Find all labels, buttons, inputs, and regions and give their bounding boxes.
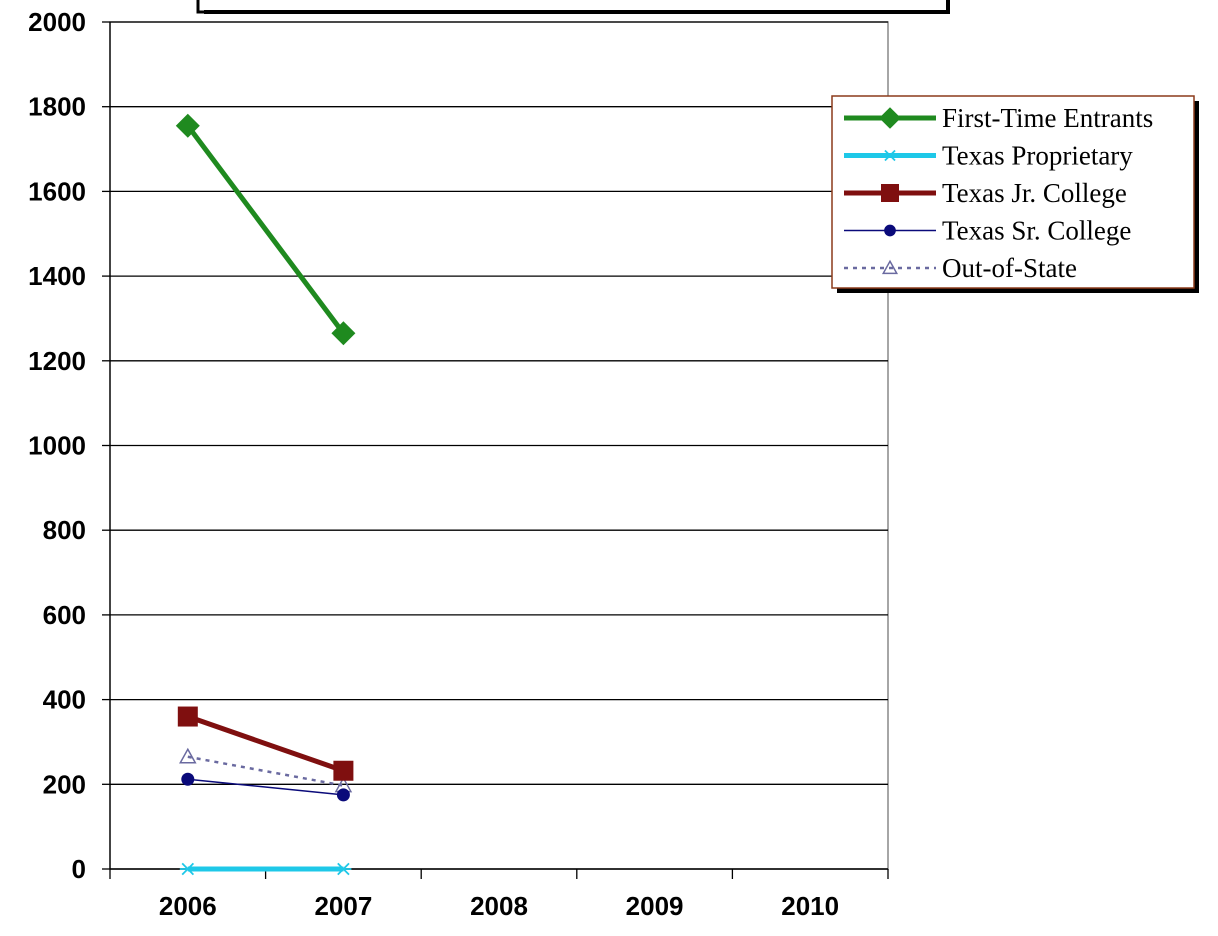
x-tick-label: 2006 — [159, 891, 217, 921]
square-marker — [881, 184, 899, 202]
x-tick-label: 2009 — [626, 891, 684, 921]
series-first-time-entrants — [175, 113, 356, 346]
series-line — [185, 124, 346, 335]
x-tick-label: 2008 — [470, 891, 528, 921]
asterisk-marker — [179, 862, 196, 876]
y-tick-label: 2000 — [28, 7, 86, 37]
asterisk-stroke — [337, 862, 350, 876]
x-axis: 2006 2007 2008 2009 2010 — [109, 868, 889, 921]
circle-marker — [181, 772, 195, 786]
x-tick-label: 2007 — [314, 891, 372, 921]
asterisk-stroke — [884, 149, 896, 162]
legend-label: First-Time Entrants — [942, 103, 1153, 133]
y-tick-label: 600 — [43, 600, 86, 630]
square-marker — [333, 760, 354, 781]
square-marker — [177, 706, 198, 727]
circle-marker — [884, 224, 896, 237]
plot-area: 0 200 400 600 800 1000 1200 1400 1600 1800 2000 20… — [28, 7, 889, 921]
y-tick-label: 1800 — [28, 92, 86, 122]
asterisk-marker — [335, 862, 352, 876]
series-layer — [175, 113, 356, 876]
diamond-marker — [879, 107, 901, 129]
y-tick-label: 1000 — [28, 431, 86, 461]
legend-item: Texas Jr. College — [844, 178, 1127, 208]
y-tick-label: 0 — [72, 854, 86, 884]
series-texas-proprietary — [179, 862, 352, 876]
legend-label: Texas Sr. College — [942, 216, 1131, 246]
legend-label: Out-of-State — [942, 253, 1077, 283]
legend-label: Texas Proprietary — [942, 141, 1133, 171]
legend-item: Texas Sr. College — [844, 216, 1131, 246]
x-tick-label: 2010 — [781, 891, 839, 921]
y-tick-label: 1200 — [28, 346, 86, 376]
diamond-marker — [331, 321, 356, 346]
legend-item: Texas Proprietary — [844, 141, 1133, 171]
y-tick-label: 1600 — [28, 176, 86, 206]
legend-item: Out-of-State — [844, 253, 1077, 283]
legend: First-Time Entrants Texas Proprietary Texa… — [831, 95, 1199, 293]
y-tick-label: 1400 — [28, 261, 86, 291]
series-line — [186, 714, 345, 774]
diamond-marker — [175, 113, 200, 138]
triangle-marker — [179, 747, 197, 764]
asterisk-marker — [882, 149, 898, 162]
y-tick-label: 400 — [43, 685, 86, 715]
y-axis: 0 200 400 600 800 1000 1200 1400 1600 1800 2000 — [28, 7, 111, 884]
circle-marker — [336, 788, 350, 802]
legend-label: Texas Jr. College — [942, 178, 1127, 208]
y-tick-label: 200 — [43, 769, 86, 799]
y-tick-label: 800 — [43, 515, 86, 545]
triangle-marker — [881, 259, 899, 275]
series-line — [187, 778, 344, 796]
asterisk-stroke — [181, 862, 195, 876]
series-texas-sr-college — [181, 772, 350, 802]
legend-item: First-Time Entrants — [844, 103, 1153, 133]
title-box — [196, 0, 950, 14]
series-texas-jr-college — [177, 706, 354, 781]
